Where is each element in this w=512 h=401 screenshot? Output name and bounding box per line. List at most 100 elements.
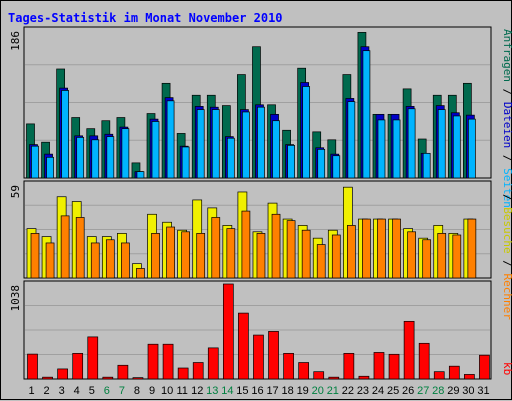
bar-rechner: [45, 242, 55, 279]
x-tick-label: 22: [342, 385, 354, 397]
bar-seiten: [407, 108, 416, 179]
bar-rechner: [301, 229, 311, 279]
bar-seiten: [211, 109, 220, 179]
bar-seiten: [91, 139, 100, 179]
bar-kb: [253, 334, 264, 380]
legend-top-part: /: [501, 148, 512, 168]
bar-seiten: [181, 146, 190, 179]
bar-rechner: [347, 225, 356, 279]
bar-seiten: [468, 118, 476, 179]
x-tick-label: 4: [74, 385, 80, 397]
bar-rechner: [60, 215, 70, 279]
bar-seiten: [166, 100, 175, 179]
bar-kb: [313, 371, 325, 380]
bar-seiten: [76, 137, 85, 179]
bar-seiten: [151, 121, 160, 179]
bar-kb: [388, 353, 400, 380]
bar-rechner: [316, 244, 326, 279]
bar-rechner: [226, 228, 236, 279]
bar-kb: [358, 375, 370, 380]
x-tick-label: 20: [312, 385, 324, 397]
bar-seiten: [46, 156, 54, 179]
bar-seiten: [362, 50, 371, 179]
chart-title: Tages-Statistik im Monat November 2010: [8, 11, 283, 25]
x-tick-label: 17: [266, 385, 278, 397]
x-tick-label: 12: [191, 385, 203, 397]
x-tick-label: 23: [357, 385, 369, 397]
x-tick-label: 27: [417, 385, 429, 397]
bar-rechner: [241, 210, 251, 279]
x-tick-label: 3: [59, 385, 65, 397]
x-tick-label: 30: [462, 385, 474, 397]
bar-seiten: [61, 90, 69, 179]
bar-rechner: [196, 233, 206, 279]
legend-middle: / Besuche / Rechner: [501, 194, 512, 320]
bar-seiten: [272, 120, 280, 179]
bar-kb: [479, 354, 490, 380]
bar-rechner: [452, 234, 462, 279]
bar-kb: [373, 352, 385, 380]
bar-kb: [283, 353, 294, 380]
bar-rechner: [437, 233, 447, 279]
x-tick-label: 29: [447, 385, 459, 397]
x-tick-label: 21: [327, 385, 339, 397]
x-tick-label: 19: [297, 385, 309, 397]
bar-rechner: [362, 218, 371, 279]
x-tick-label: 18: [282, 385, 294, 397]
x-tick-label: 9: [149, 385, 155, 397]
legend-top-part: Dateien: [501, 102, 512, 148]
bar-seiten: [257, 106, 265, 179]
bar-kb: [403, 320, 415, 380]
legend-bottom: kb: [501, 362, 512, 375]
middle-ymax-label: 59: [9, 185, 22, 198]
bar-rechner: [136, 268, 145, 279]
x-tick-label: 14: [221, 385, 233, 397]
bar-rechner: [211, 217, 221, 279]
legend-top-part: Anfragen: [501, 29, 512, 82]
bar-kb: [433, 371, 445, 380]
bar-seiten: [302, 86, 311, 179]
bar-kb: [72, 353, 84, 380]
bar-kb: [102, 376, 114, 380]
bar-seiten: [422, 152, 431, 179]
bar-seiten: [392, 119, 401, 179]
bar-kb: [87, 336, 99, 380]
bottom-ymax-label: 1038: [9, 285, 22, 312]
bar-kb: [222, 283, 234, 380]
bar-rechner: [121, 242, 130, 279]
bar-kb: [117, 364, 129, 380]
legend-top-part: Seiten: [501, 168, 512, 208]
bar-rechner: [256, 233, 266, 279]
bar-seiten: [332, 155, 341, 179]
bar-rechner: [286, 220, 296, 279]
bar-rechner: [422, 239, 432, 279]
bar-seiten: [242, 111, 250, 179]
bar-seiten: [437, 109, 446, 179]
bar-seiten: [377, 119, 386, 179]
x-tick-label: 6: [104, 385, 110, 397]
top-ymax-label: 186: [9, 31, 22, 51]
legend-middle-part: Rechner: [501, 273, 512, 320]
x-tick-label: 10: [161, 385, 173, 397]
legend-top-part: /: [501, 82, 512, 102]
x-tick-label: 28: [432, 385, 444, 397]
bar-kb: [343, 353, 355, 380]
bar-kb: [298, 362, 310, 380]
bar-kb: [268, 331, 279, 380]
x-tick-label: 16: [251, 385, 263, 397]
bar-rechner: [377, 218, 386, 279]
bar-seiten: [196, 109, 205, 179]
bar-rechner: [30, 233, 40, 279]
bar-rechner: [271, 213, 281, 279]
legend-top: Anfragen / Dateien / Seiten: [501, 29, 512, 208]
x-tick-label: 24: [372, 385, 384, 397]
bar-kb: [238, 312, 249, 380]
bar-kb: [147, 343, 159, 380]
bar-kb: [448, 365, 460, 380]
bar-kb: [177, 367, 189, 380]
bar-kb: [192, 362, 204, 380]
bar-rechner: [181, 231, 190, 279]
x-tick-label: 26: [402, 385, 414, 397]
bar-kb: [418, 342, 430, 380]
